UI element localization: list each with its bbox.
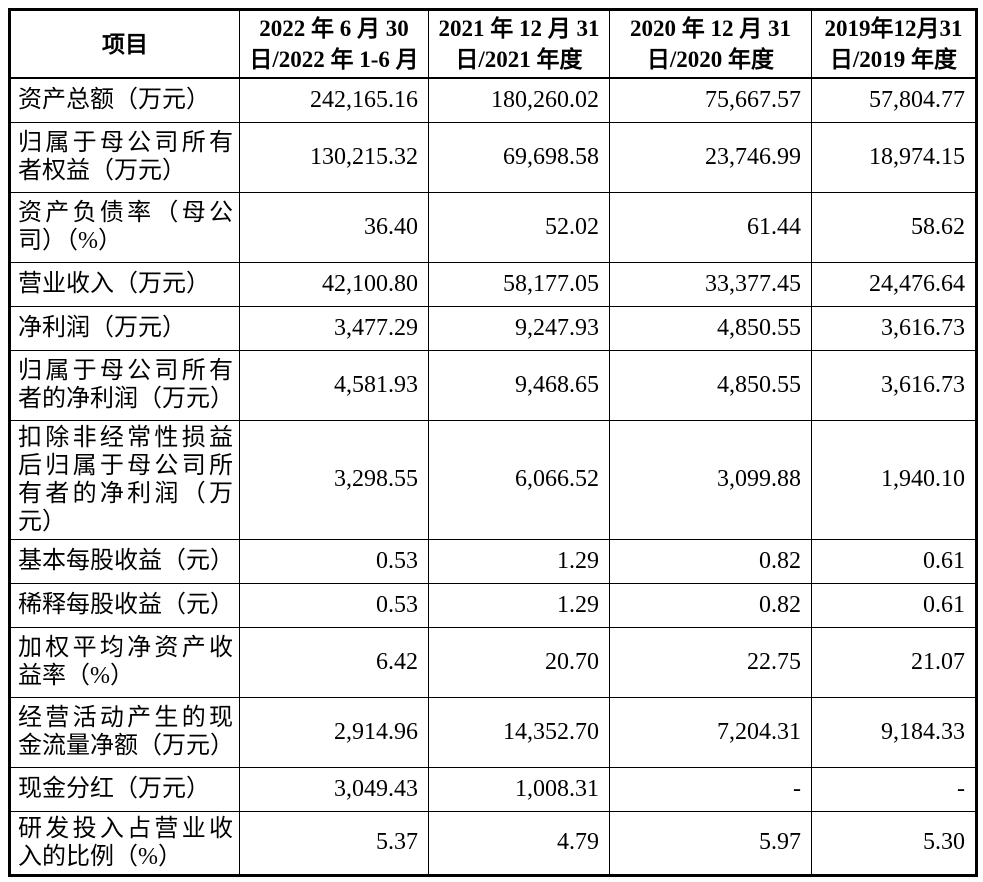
column-header-period-2019: 2019年12月31 日/2019 年度 [811, 9, 977, 79]
header-row: 项目 2022 年 6 月 30 日/2022 年 1-6 月 2021 年 1… [9, 9, 977, 79]
table-row-weighted-roe: 加权平均净资产收益率（%） 6.42 20.70 22.75 21.07 [9, 626, 977, 698]
cell-value: 42,100.80 [239, 261, 429, 307]
cell-value: 3,616.73 [811, 349, 977, 421]
column-header-item: 项目 [9, 9, 240, 79]
cell-value: 4,850.55 [609, 349, 812, 421]
cell-value: 69,698.58 [428, 121, 610, 193]
cell-value: 52.02 [428, 191, 610, 263]
table-row-parent-equity: 归属于母公司所有者权益（万元） 130,215.32 69,698.58 23,… [9, 121, 977, 193]
cell-value: 18,974.15 [811, 121, 977, 193]
cell-value: 242,165.16 [239, 77, 429, 123]
cell-value: 9,184.33 [811, 696, 977, 768]
cell-value: - [811, 766, 977, 812]
table-row-deducted-net-profit: 扣除非经常性损益后归属于母公司所有者的净利润（万元） 3,298.55 6,06… [9, 419, 977, 540]
table-row-total-assets: 资产总额（万元） 242,165.16 180,260.02 75,667.57… [9, 77, 977, 123]
cell-value: 14,352.70 [428, 696, 610, 768]
cell-value: 33,377.45 [609, 261, 812, 307]
table-row-net-profit: 净利润（万元） 3,477.29 9,247.93 4,850.55 3,616… [9, 305, 977, 351]
table-row-rd-ratio: 研发投入占营业收入的比例（%） 5.37 4.79 5.97 5.30 [9, 810, 977, 876]
column-header-period-2021: 2021 年 12 月 31 日/2021 年度 [428, 9, 610, 79]
cell-value: 36.40 [239, 191, 429, 263]
row-label: 营业收入（万元） [9, 261, 240, 307]
row-label: 归属于母公司所有者的净利润（万元） [9, 349, 240, 421]
cell-value: - [609, 766, 812, 812]
cell-value: 9,247.93 [428, 305, 610, 351]
table-header: 项目 2022 年 6 月 30 日/2022 年 1-6 月 2021 年 1… [9, 9, 977, 79]
cell-value: 3,477.29 [239, 305, 429, 351]
cell-value: 5.37 [239, 810, 429, 876]
cell-value: 24,476.64 [811, 261, 977, 307]
cell-value: 9,468.65 [428, 349, 610, 421]
cell-value: 0.61 [811, 538, 977, 584]
row-label: 加权平均净资产收益率（%） [9, 626, 240, 698]
cell-value: 75,667.57 [609, 77, 812, 123]
column-header-period-2020: 2020 年 12 月 31 日/2020 年度 [609, 9, 812, 79]
row-label: 资产负债率（母公司）（%） [9, 191, 240, 263]
cell-value: 1.29 [428, 582, 610, 628]
cell-value: 6,066.52 [428, 419, 610, 540]
cell-value: 5.97 [609, 810, 812, 876]
cell-value: 180,260.02 [428, 77, 610, 123]
cell-value: 7,204.31 [609, 696, 812, 768]
cell-value: 6.42 [239, 626, 429, 698]
cell-value: 21.07 [811, 626, 977, 698]
cell-value: 61.44 [609, 191, 812, 263]
cell-value: 130,215.32 [239, 121, 429, 193]
cell-value: 4,581.93 [239, 349, 429, 421]
row-label: 经营活动产生的现金流量净额（万元） [9, 696, 240, 768]
table-row-cash-dividend: 现金分红（万元） 3,049.43 1,008.31 - - [9, 766, 977, 812]
cell-value: 3,099.88 [609, 419, 812, 540]
cell-value: 22.75 [609, 626, 812, 698]
cell-value: 1.29 [428, 538, 610, 584]
cell-value: 0.61 [811, 582, 977, 628]
cell-value: 58.62 [811, 191, 977, 263]
table-row-diluted-eps: 稀释每股收益（元） 0.53 1.29 0.82 0.61 [9, 582, 977, 628]
cell-value: 4,850.55 [609, 305, 812, 351]
cell-value: 3,049.43 [239, 766, 429, 812]
cell-value: 2,914.96 [239, 696, 429, 768]
cell-value: 5.30 [811, 810, 977, 876]
table-row-basic-eps: 基本每股收益（元） 0.53 1.29 0.82 0.61 [9, 538, 977, 584]
cell-value: 57,804.77 [811, 77, 977, 123]
cell-value: 23,746.99 [609, 121, 812, 193]
table-row-revenue: 营业收入（万元） 42,100.80 58,177.05 33,377.45 2… [9, 261, 977, 307]
cell-value: 0.82 [609, 582, 812, 628]
row-label: 资产总额（万元） [9, 77, 240, 123]
cell-value: 0.53 [239, 582, 429, 628]
table-row-debt-ratio: 资产负债率（母公司）（%） 36.40 52.02 61.44 58.62 [9, 191, 977, 263]
table-row-parent-net-profit: 归属于母公司所有者的净利润（万元） 4,581.93 9,468.65 4,85… [9, 349, 977, 421]
cell-value: 1,940.10 [811, 419, 977, 540]
cell-value: 0.82 [609, 538, 812, 584]
row-label: 扣除非经常性损益后归属于母公司所有者的净利润（万元） [9, 419, 240, 540]
cell-value: 0.53 [239, 538, 429, 584]
cell-value: 20.70 [428, 626, 610, 698]
cell-value: 58,177.05 [428, 261, 610, 307]
cell-value: 4.79 [428, 810, 610, 876]
row-label: 基本每股收益（元） [9, 538, 240, 584]
table-body: 资产总额（万元） 242,165.16 180,260.02 75,667.57… [9, 77, 977, 876]
column-header-period-2022: 2022 年 6 月 30 日/2022 年 1-6 月 [239, 9, 429, 79]
cell-value: 3,616.73 [811, 305, 977, 351]
row-label: 现金分红（万元） [9, 766, 240, 812]
cell-value: 1,008.31 [428, 766, 610, 812]
financial-summary-table: 项目 2022 年 6 月 30 日/2022 年 1-6 月 2021 年 1… [8, 8, 978, 877]
row-label: 归属于母公司所有者权益（万元） [9, 121, 240, 193]
cell-value: 3,298.55 [239, 419, 429, 540]
row-label: 净利润（万元） [9, 305, 240, 351]
row-label: 研发投入占营业收入的比例（%） [9, 810, 240, 876]
table-row-operating-cash-flow: 经营活动产生的现金流量净额（万元） 2,914.96 14,352.70 7,2… [9, 696, 977, 768]
row-label: 稀释每股收益（元） [9, 582, 240, 628]
